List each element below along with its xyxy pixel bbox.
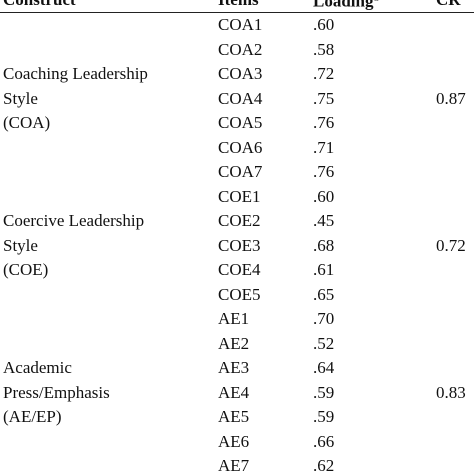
item-code: COE4	[218, 260, 261, 279]
construct-label: (AE/EP)	[3, 407, 62, 426]
item-loading: .66	[313, 431, 335, 451]
item-loading: .64	[313, 358, 335, 377]
item-loading: .65	[313, 284, 335, 304]
item-loading: .58	[313, 39, 335, 59]
item-code: COE2	[218, 211, 261, 230]
header-loading-note: a	[373, 0, 378, 4]
composite-reliability: 0.83	[436, 382, 466, 402]
item-loading: .52	[313, 333, 335, 353]
item-code: COE5	[218, 284, 261, 304]
header-loading: Loadinga	[313, 0, 378, 12]
item-code: COE3	[218, 235, 261, 255]
construct-label: (COE)	[3, 260, 49, 279]
item-code: COA7	[218, 162, 263, 181]
item-code: COE1	[218, 186, 261, 206]
construct-label: Press/Emphasis	[3, 382, 110, 402]
item-code: AE2	[218, 333, 250, 353]
item-loading: .71	[313, 137, 335, 157]
item-code: AE4	[218, 382, 250, 402]
item-code: COA6	[218, 137, 263, 157]
construct-label: Academic	[3, 358, 72, 377]
item-loading: .61	[313, 260, 335, 279]
item-loading: .75	[313, 88, 335, 108]
construct-label: Style	[3, 88, 38, 108]
header-items: Items	[218, 0, 259, 10]
item-code: COA3	[218, 64, 263, 83]
construct-label: Coercive Leadership	[3, 211, 145, 230]
header-rule	[0, 12, 474, 13]
item-loading: .72	[313, 64, 335, 83]
item-loading: .59	[313, 407, 335, 426]
item-code: AE3	[218, 358, 250, 377]
item-code: AE6	[218, 431, 250, 451]
item-code: COA4	[218, 88, 263, 108]
item-loading: .70	[313, 309, 335, 328]
construct-label: Coaching Leadership	[3, 64, 148, 83]
item-loading: .45	[313, 211, 335, 230]
item-loading: .76	[313, 113, 335, 132]
item-code: AE7	[218, 456, 250, 474]
header-construct: Construct	[3, 0, 76, 10]
item-loading: .68	[313, 235, 335, 255]
item-loading: .76	[313, 162, 335, 181]
item-code: COA5	[218, 113, 263, 132]
header-loading-text: Loading	[313, 0, 374, 11]
composite-reliability: 0.72	[436, 235, 466, 255]
item-loading: .60	[313, 186, 335, 206]
construct-label: Style	[3, 235, 38, 255]
item-loading: .59	[313, 382, 335, 402]
item-code: COA1	[218, 15, 263, 34]
item-code: COA2	[218, 39, 263, 59]
construct-label: (COA)	[3, 113, 51, 132]
item-loading: .60	[313, 15, 335, 34]
header-cr: CR	[436, 0, 461, 10]
composite-reliability: 0.87	[436, 88, 466, 108]
item-code: AE5	[218, 407, 250, 426]
item-loading: .62	[313, 456, 335, 474]
item-code: AE1	[218, 309, 250, 328]
